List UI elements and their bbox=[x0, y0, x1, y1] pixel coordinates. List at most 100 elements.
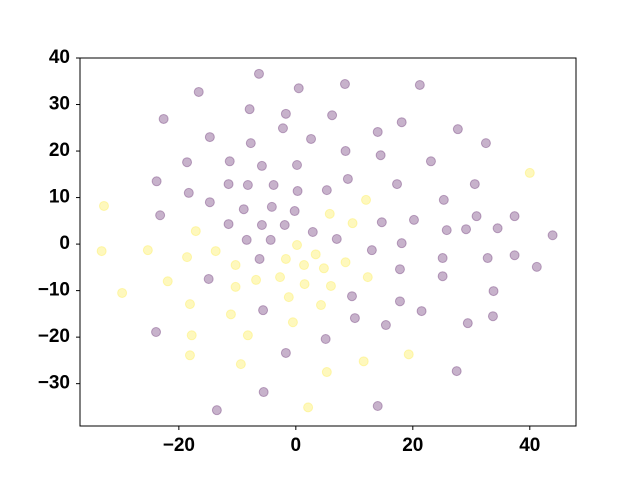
scatter-point bbox=[396, 117, 407, 128]
scatter-point bbox=[492, 223, 503, 234]
scatter-point bbox=[307, 226, 318, 237]
scatter-point bbox=[98, 200, 109, 211]
scatter-point bbox=[396, 238, 407, 249]
scatter-point bbox=[303, 402, 314, 413]
scatter-point bbox=[416, 306, 427, 317]
scatter-point bbox=[340, 146, 351, 157]
scatter-point bbox=[266, 201, 277, 212]
scatter-point bbox=[204, 132, 215, 143]
scatter-point bbox=[358, 356, 369, 367]
scatter-point bbox=[324, 208, 335, 219]
scatter-point bbox=[155, 210, 166, 221]
axes-frame bbox=[79, 57, 577, 427]
scatter-point bbox=[509, 250, 520, 261]
scatter-point bbox=[299, 279, 310, 290]
scatter-point bbox=[321, 367, 332, 378]
scatter-point bbox=[280, 253, 291, 264]
scatter-point bbox=[223, 179, 234, 190]
scatter-point bbox=[372, 126, 383, 137]
scatter-point bbox=[327, 110, 338, 121]
scatter-point bbox=[254, 253, 265, 264]
scatter-point bbox=[186, 330, 197, 341]
x-tick-label: 40 bbox=[519, 435, 540, 456]
y-tick-label: −10 bbox=[38, 280, 70, 301]
x-tick-label: 20 bbox=[402, 435, 423, 456]
scatter-point bbox=[117, 287, 128, 298]
scatter-point bbox=[318, 263, 329, 274]
scatter-point bbox=[451, 366, 462, 377]
scatter-point bbox=[531, 261, 542, 272]
scatter-point bbox=[437, 271, 448, 282]
y-tick-label: −30 bbox=[38, 373, 70, 394]
scatter-point bbox=[487, 311, 498, 322]
scatter-point bbox=[320, 334, 331, 345]
scatter-point bbox=[315, 300, 326, 311]
scatter-point bbox=[480, 138, 491, 149]
x-tick-label: 0 bbox=[291, 435, 302, 456]
scatter-point bbox=[280, 347, 291, 358]
scatter-point bbox=[238, 204, 249, 215]
scatter-point bbox=[193, 86, 204, 97]
scatter-point bbox=[292, 240, 302, 251]
scatter-point bbox=[242, 180, 253, 191]
y-tick-label: 0 bbox=[59, 233, 70, 254]
scatter-point bbox=[339, 79, 350, 90]
scatter-point bbox=[190, 226, 201, 237]
scatter-point bbox=[310, 249, 321, 260]
scatter-point bbox=[488, 286, 499, 297]
scatter-point bbox=[347, 218, 358, 229]
scatter-point bbox=[241, 234, 252, 245]
scatter-point bbox=[462, 318, 473, 329]
scatter-point bbox=[235, 359, 246, 370]
scatter-point bbox=[283, 292, 294, 303]
scatter-point bbox=[375, 150, 386, 161]
scatter-point bbox=[346, 291, 357, 302]
scatter-point bbox=[280, 108, 291, 119]
scatter-point bbox=[331, 233, 342, 244]
scatter-point bbox=[277, 123, 288, 134]
scatter-point bbox=[292, 160, 302, 171]
scatter-point bbox=[325, 280, 336, 291]
scatter-point bbox=[380, 320, 391, 331]
scatter-point bbox=[394, 264, 405, 275]
scatter-point bbox=[182, 157, 193, 168]
scatter-point bbox=[230, 281, 241, 292]
y-tick-label: −20 bbox=[38, 326, 70, 347]
scatter-point bbox=[299, 260, 310, 271]
scatter-point bbox=[437, 253, 448, 264]
scatter-point bbox=[151, 176, 162, 187]
scatter-point bbox=[224, 156, 235, 167]
y-tick-label: 30 bbox=[49, 94, 70, 115]
scatter-point bbox=[223, 219, 234, 230]
scatter-point bbox=[287, 317, 298, 328]
scatter-point bbox=[461, 224, 472, 235]
scatter-point bbox=[251, 274, 262, 285]
scatter-point bbox=[210, 246, 221, 257]
scatter-point bbox=[256, 220, 267, 231]
scatter-point bbox=[372, 400, 383, 411]
scatter-point bbox=[452, 124, 463, 135]
scatter-point bbox=[256, 160, 267, 171]
scatter-point bbox=[244, 104, 255, 115]
scatter-point bbox=[142, 245, 153, 256]
scatter-point bbox=[362, 272, 373, 283]
scatter-point bbox=[342, 173, 353, 184]
scatter-point bbox=[96, 246, 107, 257]
scatter-point bbox=[366, 245, 377, 256]
y-tick-label: 40 bbox=[49, 47, 70, 68]
scatter-point bbox=[414, 79, 425, 90]
scatter-point bbox=[292, 186, 303, 197]
x-tick-label: −20 bbox=[163, 435, 195, 456]
scatter-point bbox=[394, 296, 405, 307]
scatter-point bbox=[403, 349, 414, 360]
scatter-point bbox=[279, 220, 290, 231]
scatter-point bbox=[524, 167, 535, 178]
scatter-point bbox=[183, 187, 194, 198]
scatter-point bbox=[321, 185, 332, 196]
scatter-point bbox=[275, 272, 286, 283]
scatter-point bbox=[182, 252, 193, 263]
scatter-point bbox=[408, 214, 419, 225]
scatter-point bbox=[245, 138, 256, 149]
